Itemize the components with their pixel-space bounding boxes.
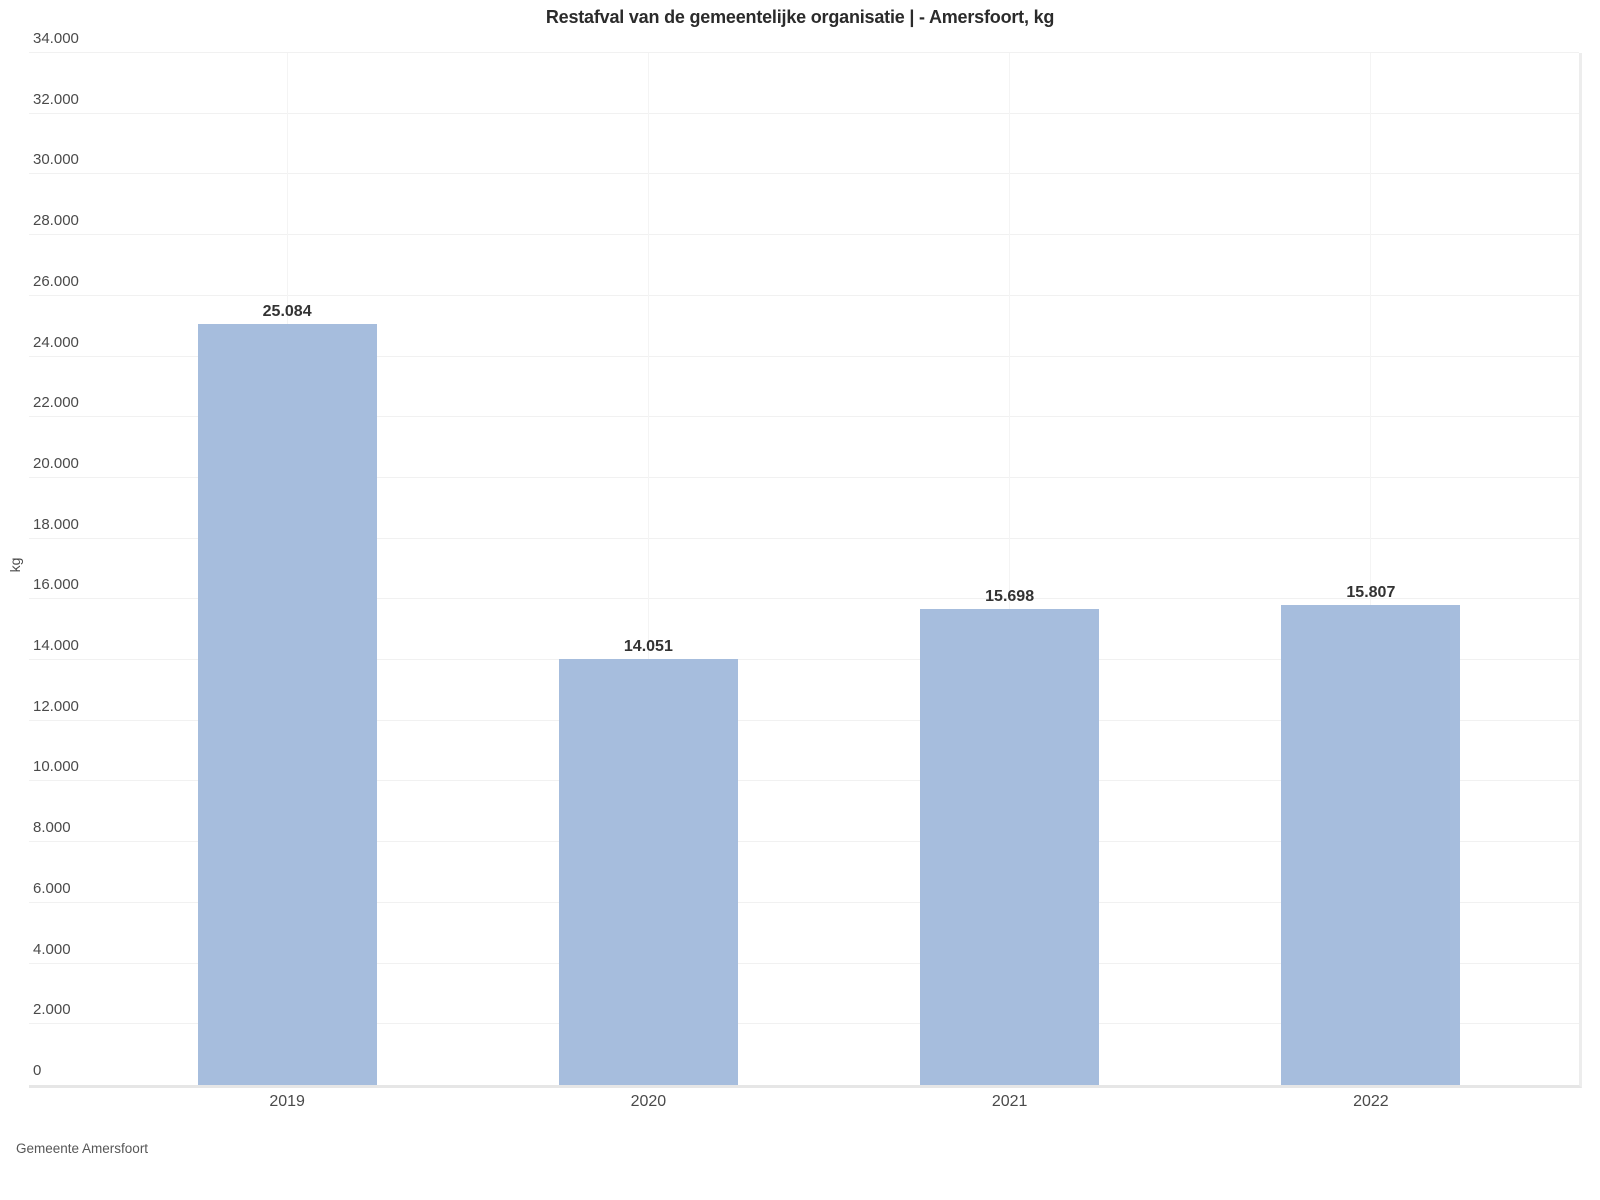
gridline (29, 416, 1579, 418)
y-tick-label: 24.000 (33, 333, 79, 351)
bar[interactable] (197, 323, 377, 1085)
x-tick-label: 2022 (1353, 1093, 1389, 1110)
gridline (29, 780, 1579, 782)
bar-value-label: 15.698 (985, 587, 1035, 605)
gridline (29, 234, 1579, 236)
x-tick-label: 2021 (991, 1093, 1028, 1110)
x-tick-label: 2020 (630, 1093, 667, 1110)
y-tick-label: 2.000 (33, 1001, 71, 1019)
gridline (29, 355, 1579, 357)
chart-title: Restafval van de gemeentelijke organisat… (545, 7, 1055, 27)
y-tick-label: 20.000 (33, 454, 79, 472)
y-tick-label: 4.000 (33, 940, 71, 958)
vertical-gridline (647, 53, 649, 1085)
gridline (29, 294, 1579, 296)
bar[interactable] (558, 658, 738, 1085)
y-tick-label: 16.000 (33, 576, 79, 594)
y-tick-label: 12.000 (33, 697, 79, 715)
gridline (29, 719, 1579, 721)
bar-value-label: 14.051 (623, 637, 673, 655)
x-tick-label: 2019 (269, 1093, 305, 1110)
y-tick-label: 18.000 (33, 515, 79, 533)
gridline (29, 598, 1579, 600)
y-tick-label: 22.000 (33, 394, 79, 412)
vertical-gridline (1009, 53, 1011, 1085)
y-tick-label: 8.000 (33, 819, 71, 837)
gridline (29, 1023, 1579, 1025)
y-tick-label: 28.000 (33, 212, 79, 230)
gridline (29, 112, 1579, 114)
y-tick-label: 14.000 (33, 637, 79, 655)
y-tick-label: 6.000 (33, 879, 71, 897)
gridline (29, 659, 1579, 661)
y-tick-label: 34.000 (33, 30, 79, 47)
gridline (29, 901, 1579, 903)
gridline (29, 476, 1579, 478)
bar-value-label: 15.807 (1346, 584, 1396, 602)
gridline (29, 962, 1579, 964)
gridline (29, 173, 1579, 175)
y-axis-label: kg (7, 557, 23, 573)
y-tick-label: 26.000 (33, 272, 79, 290)
gridline (29, 537, 1579, 539)
y-tick-label: 30.000 (33, 151, 79, 169)
bar-value-label: 25.084 (262, 302, 312, 320)
gridline (29, 52, 1579, 53)
bar[interactable] (920, 608, 1100, 1085)
y-tick-label: 32.000 (33, 90, 79, 108)
y-tick-label: 0 (33, 1062, 42, 1079)
gridline (29, 841, 1579, 843)
vertical-gridline (1370, 53, 1372, 1085)
plot-area: 0 2.000 4.000 6.000 8.000 10.000 12.000 14.000 1… (29, 30, 1582, 1110)
y-tick-label: 10.000 (33, 758, 79, 776)
source-text: Gemeente Amersfoort (16, 1141, 149, 1156)
bar[interactable] (1281, 605, 1461, 1085)
